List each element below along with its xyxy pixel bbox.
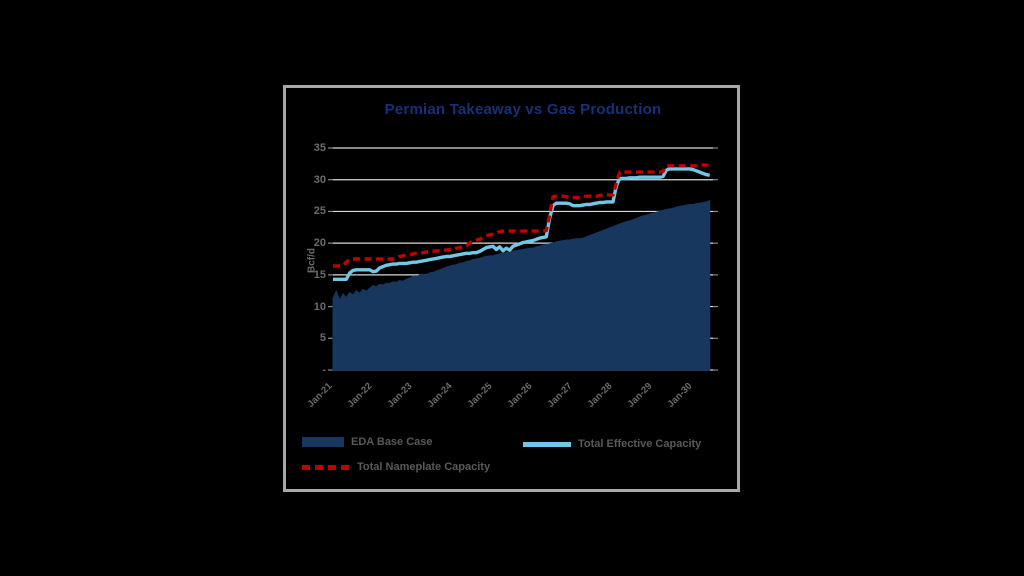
legend-swatch-dashed-line	[302, 464, 350, 470]
chart-card: Permian Takeaway vs Gas Production Bcf/d…	[283, 85, 740, 492]
chart-title: Permian Takeaway vs Gas Production	[384, 101, 662, 118]
y-tick-label: 30	[313, 173, 326, 186]
legend-swatch-area	[302, 437, 344, 447]
legend-item-total-effective-capacity: Total Effective Capacity	[523, 438, 701, 450]
chart-plot-area	[328, 147, 718, 371]
line-series-total-nameplate-capacity	[333, 163, 710, 268]
legend-swatch-solid-line	[523, 441, 571, 447]
y-tick-label: 15	[313, 268, 326, 281]
legend-item-total-nameplate-capacity: Total Nameplate Capacity	[302, 461, 490, 473]
area-series-eda-base-case	[332, 199, 711, 371]
y-tick-label: -	[322, 364, 326, 376]
legend-label: Total Nameplate Capacity	[357, 461, 491, 473]
line-series-total-effective-capacity	[333, 167, 711, 281]
legend-label: Total Effective Capacity	[578, 438, 702, 450]
y-tick-label: 5	[319, 332, 326, 345]
y-tick-label: 35	[313, 142, 326, 154]
y-tick-label: 10	[313, 300, 326, 313]
y-tick-label: 25	[313, 205, 326, 218]
legend-item-eda-base-case: EDA Base Case	[302, 436, 433, 448]
legend-label: EDA Base Case	[351, 436, 433, 448]
y-tick-label: 20	[313, 237, 326, 250]
